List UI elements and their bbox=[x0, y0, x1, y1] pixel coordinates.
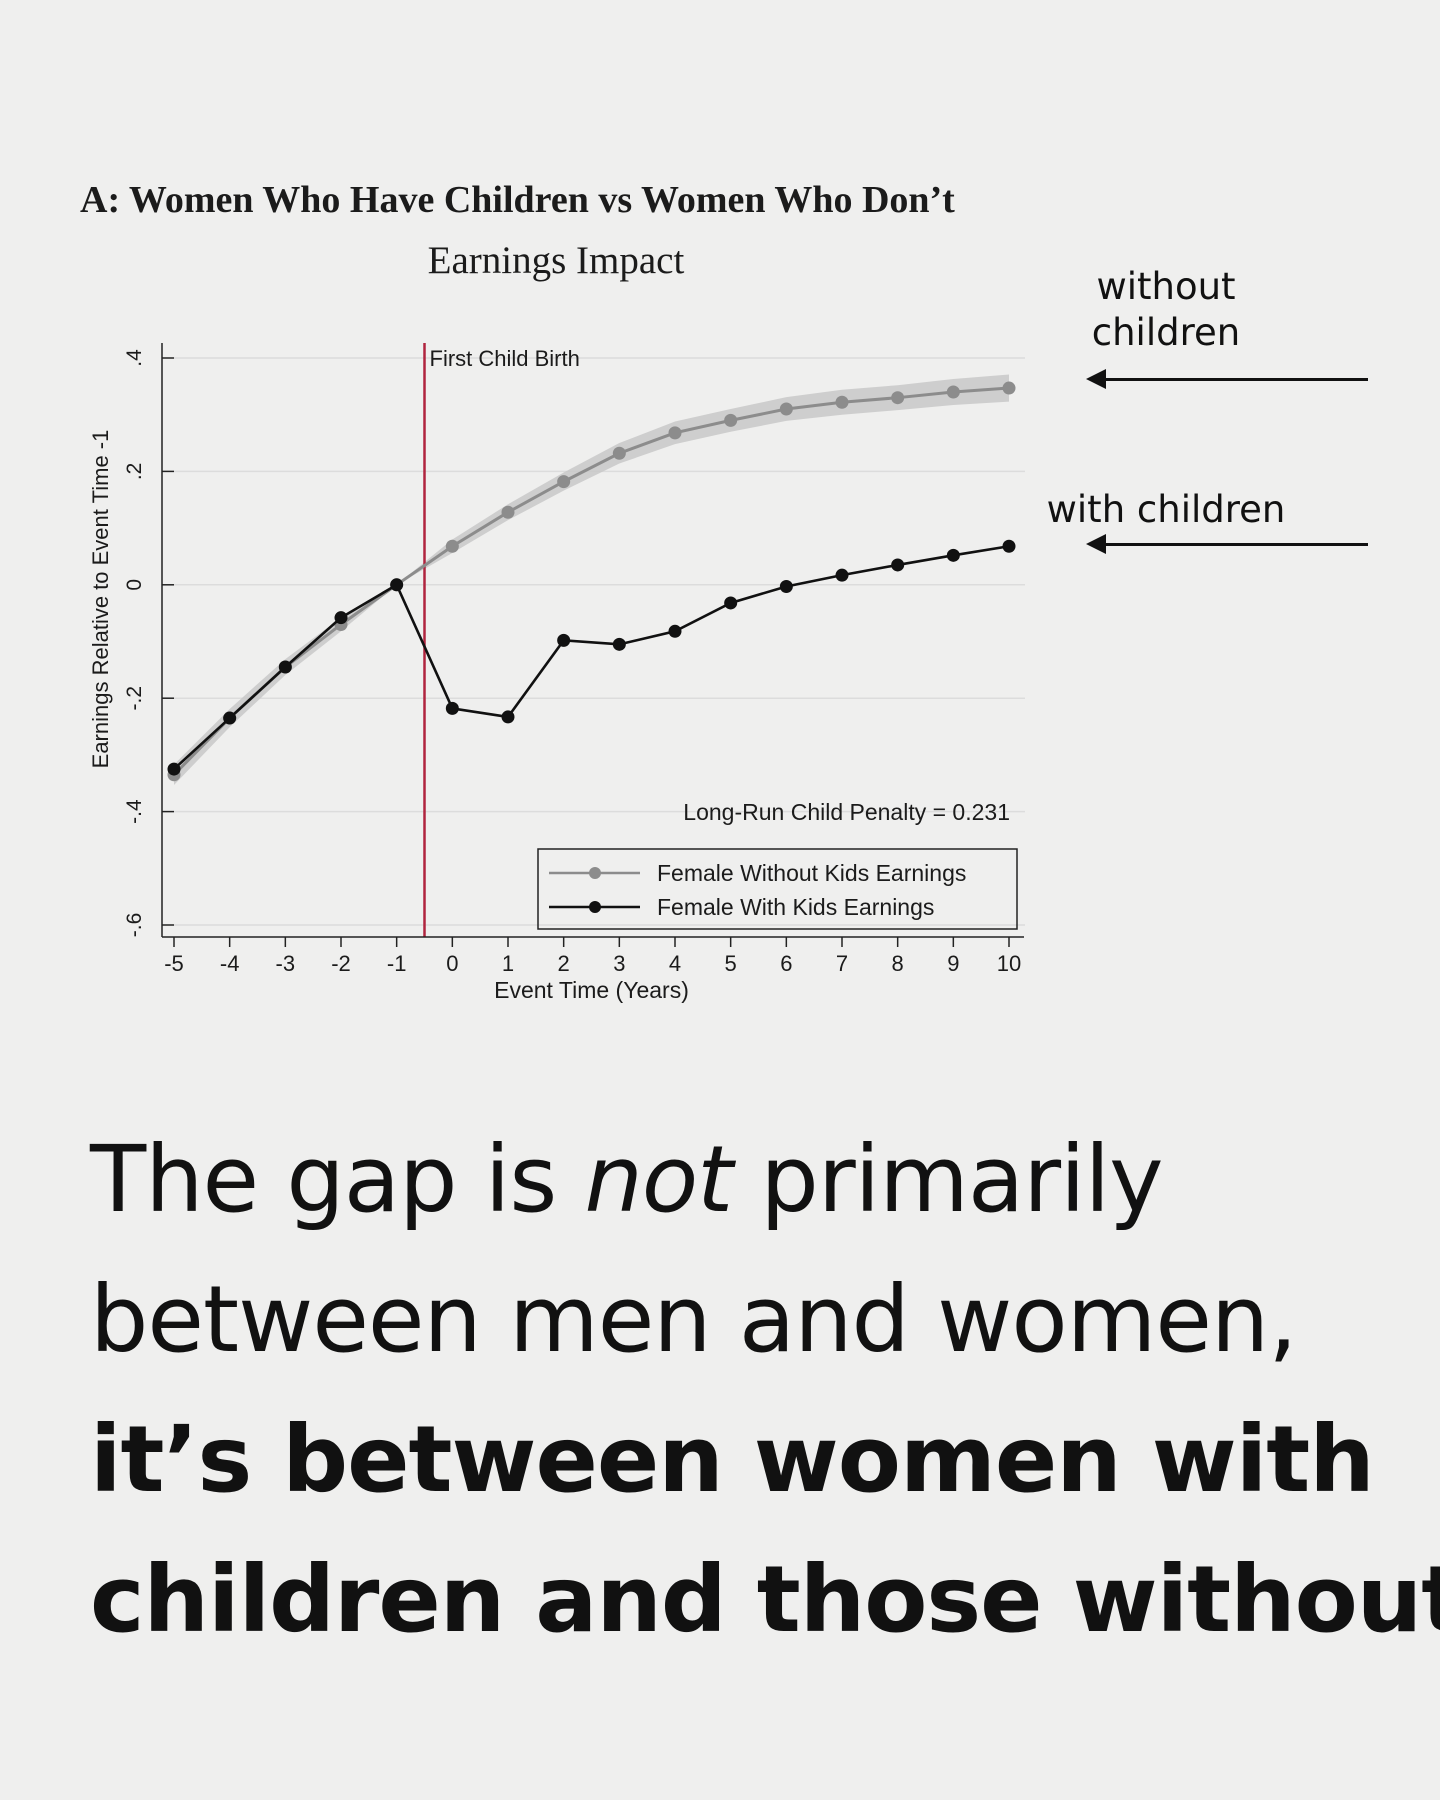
legend-marker bbox=[589, 867, 601, 879]
annotation-without-line2: children bbox=[1091, 311, 1241, 355]
y-axis-label: Earnings Relative to Event Time -1 bbox=[88, 430, 113, 769]
legend-marker bbox=[589, 901, 601, 913]
data-point bbox=[390, 578, 404, 592]
x-tick-label: -2 bbox=[331, 951, 351, 976]
data-point bbox=[835, 395, 849, 409]
data-point bbox=[223, 711, 237, 725]
y-tick-label: .4 bbox=[123, 349, 146, 367]
first-child-birth-label: First Child Birth bbox=[430, 346, 580, 371]
caption-emphasis: not bbox=[584, 1126, 734, 1233]
ci-band-layer bbox=[174, 374, 1009, 785]
x-tick-label: 4 bbox=[669, 951, 681, 976]
data-point bbox=[946, 548, 960, 562]
series-line bbox=[172, 386, 1010, 776]
data-point bbox=[557, 475, 571, 489]
data-point bbox=[612, 637, 626, 651]
x-tick-label: 2 bbox=[558, 951, 570, 976]
y-tick-label: -.2 bbox=[123, 686, 146, 711]
x-tick-label: 1 bbox=[502, 951, 514, 976]
caption-line-4: children and those without. bbox=[90, 1546, 1440, 1653]
x-tick-label: -3 bbox=[276, 951, 296, 976]
chart-heading: A: Women Who Have Children vs Women Who … bbox=[80, 179, 955, 221]
chart-title: Earnings Impact bbox=[427, 239, 685, 282]
data-point bbox=[501, 710, 515, 724]
legend-label: Female With Kids Earnings bbox=[657, 894, 934, 920]
annotation-with-children: with children bbox=[1046, 488, 1286, 531]
y-tick-label: .2 bbox=[123, 463, 146, 481]
data-point bbox=[167, 762, 181, 776]
y-tick-label: -.4 bbox=[123, 799, 146, 824]
caption: The gap is not primarily between men and… bbox=[90, 1110, 1440, 1670]
data-point bbox=[891, 391, 905, 405]
annotation-without-children: without children bbox=[986, 264, 1346, 357]
x-tick-label: 8 bbox=[892, 951, 904, 976]
data-point bbox=[278, 660, 292, 674]
x-axis-label: Event Time (Years) bbox=[494, 977, 689, 1003]
y-tick-label: 0 bbox=[123, 579, 146, 591]
x-tick-label: 10 bbox=[997, 951, 1021, 976]
legend: Female Without Kids Earnings Female With … bbox=[537, 848, 1018, 930]
legend-label: Female Without Kids Earnings bbox=[657, 860, 966, 886]
data-point bbox=[557, 633, 571, 647]
x-tick-label: 3 bbox=[613, 951, 625, 976]
penalty-annotation: Long-Run Child Penalty = 0.231 bbox=[683, 799, 1010, 825]
data-point bbox=[668, 426, 682, 440]
annotation-without-line1: without bbox=[1096, 265, 1236, 308]
x-tick-label: -5 bbox=[164, 951, 184, 976]
data-point bbox=[501, 505, 515, 519]
data-point bbox=[668, 624, 682, 638]
data-point bbox=[612, 446, 626, 460]
series-layer bbox=[167, 381, 1016, 782]
x-tick-label: 9 bbox=[947, 951, 959, 976]
data-point bbox=[724, 413, 738, 427]
caption-line-1: The gap is not primarily bbox=[90, 1110, 1410, 1250]
legend-box bbox=[537, 848, 1018, 930]
x-tick-label: 6 bbox=[780, 951, 792, 976]
x-tick-label: 0 bbox=[446, 951, 458, 976]
data-point bbox=[445, 539, 459, 553]
data-point bbox=[946, 385, 960, 399]
axis-layer: .4 .2 0 -.2 -.4 -.6 -5 -4 -3 -2 -1 0 1 2 3 4 5 6 7 8 9 10 bbox=[123, 343, 1024, 976]
arrow-with-children-icon bbox=[1086, 534, 1368, 554]
data-point bbox=[1002, 539, 1016, 553]
x-tick-label: -1 bbox=[387, 951, 407, 976]
data-point bbox=[779, 402, 793, 416]
x-tick-label: 5 bbox=[725, 951, 737, 976]
data-point bbox=[334, 611, 348, 625]
earnings-chart: .4 .2 0 -.2 -.4 -.6 -5 -4 -3 -2 -1 0 1 2 3 4 5 6 7 8 9 10 Eve… bbox=[88, 343, 1025, 1003]
data-point bbox=[1002, 381, 1016, 395]
arrow-without-children-icon bbox=[1086, 369, 1368, 389]
data-point bbox=[891, 558, 905, 572]
grid-layer bbox=[174, 357, 1025, 926]
x-tick-label: -4 bbox=[220, 951, 240, 976]
data-point bbox=[779, 580, 793, 594]
series-line bbox=[173, 544, 1010, 771]
data-point bbox=[724, 596, 738, 610]
x-tick-label: 7 bbox=[836, 951, 848, 976]
caption-line-3: it’s between women with bbox=[90, 1406, 1375, 1513]
ci-band bbox=[174, 374, 1009, 785]
data-point bbox=[445, 701, 459, 715]
data-point bbox=[835, 568, 849, 582]
y-tick-label: -.6 bbox=[123, 913, 146, 938]
caption-line-1-post: primarily bbox=[732, 1126, 1163, 1233]
caption-line-1-pre: The gap is bbox=[90, 1126, 585, 1233]
caption-line-2: between men and women, bbox=[90, 1266, 1297, 1373]
chart-label-layer: Event Time (Years) Earnings Relative to E… bbox=[88, 346, 1010, 1003]
